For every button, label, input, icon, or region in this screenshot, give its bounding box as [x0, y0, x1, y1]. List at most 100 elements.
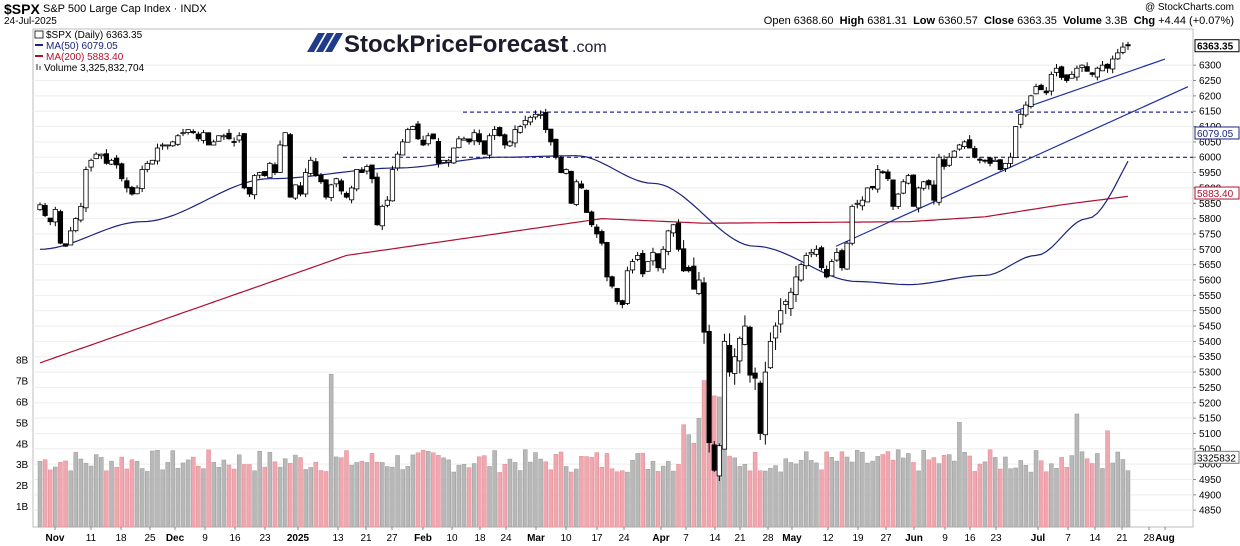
volume-bar — [732, 457, 737, 528]
volume-bar — [849, 461, 855, 528]
volume-bar — [303, 469, 308, 528]
candlestick — [52, 209, 58, 223]
chart-date: 24-Jul-2025 — [4, 16, 57, 27]
candlestick — [241, 133, 247, 189]
candlestick — [772, 325, 779, 339]
volume-bar — [512, 462, 518, 528]
volume-bar — [354, 462, 359, 528]
volume-bar — [747, 470, 753, 528]
volume-bar — [614, 471, 620, 528]
candlestick — [757, 382, 763, 434]
volume-bar — [839, 451, 845, 528]
date-tick-label: 18 — [474, 533, 486, 544]
candlestick — [103, 153, 110, 164]
candlestick — [114, 157, 120, 166]
candlestick — [977, 158, 983, 161]
volume-bar — [104, 470, 109, 528]
candlestick — [374, 176, 380, 226]
candlestick — [83, 169, 89, 209]
candlestick — [629, 261, 636, 271]
candlestick — [691, 265, 697, 290]
volume-bar — [78, 458, 84, 528]
volume-bar — [523, 449, 528, 528]
volume-bar — [957, 422, 962, 528]
candlestick — [430, 133, 436, 140]
volume-bar — [1008, 468, 1013, 528]
volume-bar — [543, 461, 548, 528]
volume-bar — [584, 456, 589, 528]
volume-tick-label: 4B — [16, 439, 29, 450]
candlestick — [1028, 95, 1034, 107]
volume-bar — [42, 459, 48, 528]
candlestick — [951, 150, 957, 158]
date-tick-label: May — [782, 533, 802, 544]
candlestick — [604, 242, 610, 278]
date-tick-label: 28 — [1143, 533, 1155, 544]
volume-bar — [395, 455, 400, 528]
candlestick — [992, 159, 998, 162]
volume-bar — [906, 453, 911, 528]
candlestick — [778, 310, 784, 325]
price-tick-label: 5850 — [1199, 199, 1222, 210]
candlestick — [389, 169, 396, 202]
date-tick-label: 7 — [683, 533, 689, 544]
candlestick — [1084, 66, 1090, 72]
high-label: High — [839, 15, 865, 27]
volume-bar — [982, 461, 988, 528]
volume-bar — [466, 467, 472, 528]
volume-bar — [145, 471, 150, 528]
candlestick — [885, 171, 891, 180]
candlestick — [1018, 113, 1024, 125]
volume-bar — [967, 455, 972, 528]
volume-bar — [129, 459, 135, 528]
date-tick-label: 14 — [1089, 533, 1101, 544]
volume-bar — [436, 455, 441, 528]
volume-bar — [855, 450, 860, 528]
date-tick-label: 23 — [259, 533, 271, 544]
price-tick-label: 6050 — [1199, 137, 1222, 148]
candlestick — [108, 159, 115, 165]
candlestick — [619, 300, 625, 305]
volume-bar — [589, 457, 594, 528]
volume-bar — [507, 458, 513, 528]
volume-bar — [471, 463, 477, 528]
volume-bar — [37, 461, 43, 528]
volume-bar — [221, 459, 227, 528]
price-tick-label: 4950 — [1199, 475, 1222, 486]
volume-bar — [211, 462, 216, 528]
candlestick — [1053, 67, 1060, 73]
candlestick — [384, 199, 390, 206]
volume-bar — [834, 460, 840, 528]
volume-bar — [972, 471, 978, 528]
index-name-text: S&P 500 Large Cap Index — [43, 3, 171, 15]
date-tick-label: Mar — [527, 533, 545, 544]
support-resistance-levels — [343, 111, 1193, 158]
candlestick — [435, 141, 442, 164]
candlestick — [675, 222, 682, 250]
candlestick — [818, 247, 825, 269]
candlestick — [875, 169, 881, 190]
volume-bar — [226, 464, 232, 528]
candlestick — [864, 187, 871, 203]
candlestick — [752, 372, 758, 379]
volume-bar — [528, 461, 533, 528]
price-tick-label: 4850 — [1199, 506, 1222, 517]
candlestick — [721, 340, 728, 450]
volume-bar — [482, 455, 487, 528]
volume-bar — [916, 470, 921, 528]
candlestick — [686, 266, 692, 272]
chg-value: +4.44 (+0.07%) — [1158, 15, 1234, 27]
candlestick — [98, 153, 104, 157]
volume-bar — [47, 469, 53, 528]
last-price-label: 6363.35 — [1197, 42, 1234, 53]
volume-bar — [650, 460, 656, 528]
date-tick-label: Feb — [414, 533, 432, 544]
date-tick-label: 13 — [332, 533, 344, 544]
price-tick-label: 5950 — [1199, 168, 1222, 179]
candlestick — [635, 255, 641, 260]
candlestick — [548, 128, 554, 143]
candlestick — [1038, 84, 1044, 91]
candlestick — [236, 135, 242, 141]
volume-bar — [58, 462, 63, 528]
